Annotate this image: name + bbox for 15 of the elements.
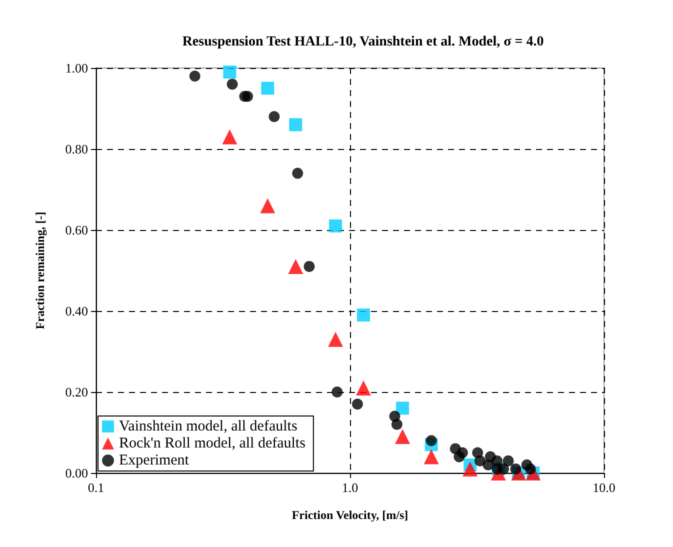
legend-label: Experiment: [119, 452, 190, 468]
x-tick-label: 10.0: [592, 480, 616, 495]
y-tick-label: 0.20: [65, 384, 88, 400]
y-tick-label: 1.00: [65, 60, 88, 76]
y-tick-label: 0.80: [65, 142, 88, 156]
legend-label: Rock'n Roll model, all defaults: [119, 436, 306, 452]
y-tick-label: 0.40: [65, 304, 88, 318]
chart-title: Resuspension Test HALL-10, Vainshtein et al. Model, σ = 4.0: [182, 34, 544, 50]
y-tick-label: 0.00: [65, 466, 88, 480]
x-tick-label: 1.0: [342, 480, 358, 495]
x-tick-label: 0.1: [88, 480, 104, 495]
y-tick-label: 0.60: [65, 222, 88, 238]
y-axis-title: Fraction remaining, [-]: [33, 212, 47, 330]
x-axis-title: Friction Velocity, [m/s]: [292, 508, 408, 522]
legend-label: Vainshtein model, all defaults: [119, 418, 298, 434]
